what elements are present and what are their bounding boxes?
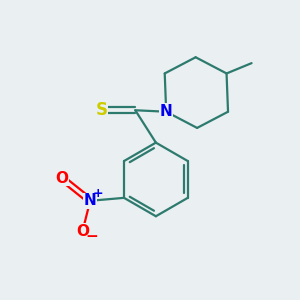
Text: −: − — [86, 229, 99, 244]
Text: S: S — [95, 101, 107, 119]
Text: O: O — [76, 224, 89, 239]
Text: N: N — [84, 193, 97, 208]
Text: O: O — [56, 171, 69, 186]
Text: N: N — [160, 104, 172, 119]
Text: +: + — [93, 187, 104, 200]
